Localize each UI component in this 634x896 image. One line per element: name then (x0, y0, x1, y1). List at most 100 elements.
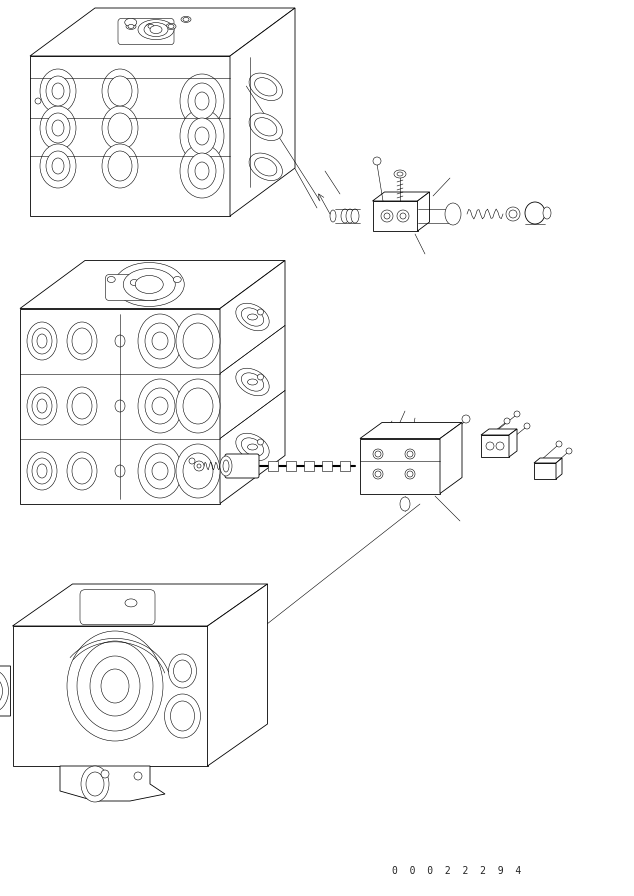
Circle shape (556, 441, 562, 447)
Ellipse shape (72, 393, 92, 419)
Ellipse shape (67, 631, 163, 741)
Polygon shape (418, 192, 429, 231)
Polygon shape (534, 463, 556, 479)
Ellipse shape (130, 280, 138, 286)
Ellipse shape (543, 207, 551, 219)
Ellipse shape (145, 453, 175, 489)
Ellipse shape (447, 206, 459, 222)
Ellipse shape (168, 24, 174, 29)
Ellipse shape (445, 203, 461, 225)
Ellipse shape (150, 26, 162, 34)
Ellipse shape (236, 368, 269, 396)
Circle shape (257, 309, 264, 315)
Polygon shape (230, 8, 295, 216)
Ellipse shape (183, 388, 213, 424)
Circle shape (257, 439, 264, 445)
Ellipse shape (90, 656, 140, 716)
Ellipse shape (67, 452, 97, 490)
Ellipse shape (108, 113, 132, 143)
Ellipse shape (145, 388, 175, 424)
Bar (340, 461, 350, 471)
Ellipse shape (0, 669, 8, 713)
FancyBboxPatch shape (105, 274, 158, 300)
Ellipse shape (37, 334, 47, 348)
Text: 0  0  0  2  2  2  9  4: 0 0 0 2 2 2 9 4 (392, 866, 521, 876)
Ellipse shape (125, 19, 137, 26)
Ellipse shape (223, 460, 229, 472)
Circle shape (506, 207, 520, 221)
Ellipse shape (52, 120, 64, 136)
Ellipse shape (255, 78, 277, 96)
Circle shape (375, 471, 381, 477)
Bar (286, 461, 296, 471)
Ellipse shape (108, 151, 132, 181)
Circle shape (194, 461, 204, 471)
Ellipse shape (102, 144, 138, 188)
Ellipse shape (346, 209, 354, 223)
Ellipse shape (173, 277, 181, 282)
Ellipse shape (37, 399, 47, 413)
Ellipse shape (188, 83, 216, 119)
Ellipse shape (249, 73, 283, 100)
Ellipse shape (46, 151, 70, 181)
Ellipse shape (77, 641, 153, 731)
Circle shape (189, 458, 195, 464)
Ellipse shape (255, 117, 277, 136)
Circle shape (504, 418, 510, 424)
Polygon shape (30, 56, 230, 216)
Ellipse shape (115, 400, 125, 412)
Ellipse shape (128, 24, 134, 29)
Ellipse shape (397, 172, 403, 176)
Ellipse shape (183, 453, 213, 489)
Polygon shape (360, 423, 462, 438)
Circle shape (101, 770, 109, 778)
Polygon shape (207, 584, 268, 766)
Ellipse shape (125, 599, 137, 607)
Ellipse shape (180, 144, 224, 198)
Ellipse shape (183, 17, 189, 22)
Ellipse shape (40, 69, 76, 113)
Ellipse shape (164, 694, 200, 738)
Polygon shape (220, 261, 285, 504)
Polygon shape (556, 458, 562, 479)
Ellipse shape (152, 462, 168, 480)
FancyBboxPatch shape (118, 19, 174, 45)
Circle shape (407, 471, 413, 477)
Ellipse shape (220, 456, 232, 476)
Ellipse shape (72, 458, 92, 484)
Circle shape (496, 442, 504, 450)
Ellipse shape (46, 113, 70, 143)
Circle shape (524, 423, 530, 429)
Ellipse shape (249, 113, 283, 141)
Ellipse shape (180, 74, 224, 128)
Polygon shape (30, 8, 295, 56)
Ellipse shape (525, 202, 545, 224)
Ellipse shape (123, 269, 175, 300)
Ellipse shape (67, 322, 97, 360)
Ellipse shape (174, 660, 191, 682)
Polygon shape (509, 429, 517, 457)
Circle shape (257, 374, 264, 380)
Ellipse shape (145, 323, 175, 359)
Bar (304, 461, 314, 471)
Ellipse shape (115, 335, 125, 347)
Ellipse shape (181, 16, 191, 22)
Polygon shape (20, 308, 220, 504)
Circle shape (514, 411, 520, 417)
Ellipse shape (67, 387, 97, 425)
Ellipse shape (153, 280, 161, 286)
Ellipse shape (32, 328, 52, 354)
Ellipse shape (52, 83, 64, 99)
Ellipse shape (242, 373, 264, 392)
Ellipse shape (138, 20, 174, 39)
Polygon shape (13, 584, 268, 626)
Polygon shape (440, 423, 462, 494)
Ellipse shape (394, 170, 406, 178)
Ellipse shape (107, 277, 115, 282)
Ellipse shape (138, 314, 182, 368)
Ellipse shape (152, 397, 168, 415)
Circle shape (407, 451, 413, 457)
Ellipse shape (236, 303, 269, 331)
Ellipse shape (255, 158, 277, 176)
Ellipse shape (138, 444, 182, 498)
